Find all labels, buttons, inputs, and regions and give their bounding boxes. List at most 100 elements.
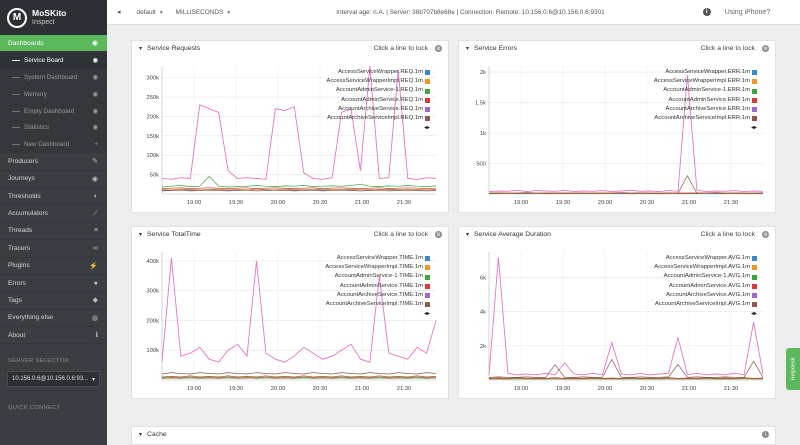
legend-paging-arrows[interactable]: ◂▸ xyxy=(423,125,430,132)
legend-paging-arrows[interactable]: ◂▸ xyxy=(750,125,757,132)
legend-item[interactable]: AccountArchiveService.ERR.1m xyxy=(654,105,757,114)
series-line[interactable] xyxy=(488,257,764,376)
legend-item[interactable]: AccountAdminService.AVG.1m xyxy=(654,282,757,291)
service-totaltime-panel: ▾ Service TotalTime Click a line to lock ⚙ 4… xyxy=(131,226,449,399)
series-line[interactable] xyxy=(161,372,437,375)
sidebar-nav: Dashboards ◉ Service Board ◉ System Dashboar… xyxy=(0,35,107,345)
legend-item[interactable]: AccessServiceWrapperImpl.ERR.1m xyxy=(654,77,757,86)
y-tick-label: 1.5k xyxy=(475,101,486,107)
legend-item[interactable]: AccountArchiveServiceImpl.ERR.1m xyxy=(654,114,757,123)
legend-paging-arrows[interactable]: ◂▸ xyxy=(750,311,757,318)
y-tick-label: 2k xyxy=(480,70,486,76)
series-line[interactable] xyxy=(488,358,764,378)
legend-item[interactable]: AccessServiceWrapperImpl.AVG.1m xyxy=(654,263,757,272)
server-selector[interactable]: 10.156.0.6@10.156.0.6:93... ▾ xyxy=(7,371,100,388)
sidebar-subitem-label: Empty Dashboard xyxy=(24,107,75,115)
legend-item[interactable]: AccountArchiveService.AVG.1m xyxy=(654,291,757,300)
series-line[interactable] xyxy=(488,75,764,193)
legend-item[interactable]: AccessServiceWrapper.TIME.1m xyxy=(325,254,430,263)
y-tick-label: 4k xyxy=(480,310,486,316)
legend-label: AccountArchiveService.ERR.1m xyxy=(665,105,750,112)
x-tick-label: 19:00 xyxy=(514,200,529,206)
sidebar-subitem-statistics[interactable]: Statistics ◉ xyxy=(0,119,107,137)
legend-item[interactable]: AccessServiceWrapper.REQ.1m xyxy=(327,68,430,77)
series-line[interactable] xyxy=(161,175,437,188)
chevron-down-icon[interactable]: ▾ xyxy=(139,46,143,52)
legend-item[interactable]: AccountAdminService-1.TIME.1m xyxy=(325,272,430,281)
gear-icon[interactable]: ⚙ xyxy=(762,45,769,52)
chevron-down-icon[interactable]: ▾ xyxy=(139,432,143,438)
legend-item[interactable]: AccountAdminService.TIME.1m xyxy=(325,282,430,291)
series-line[interactable] xyxy=(161,189,437,192)
sidebar-subitem-service-board[interactable]: Service Board ◉ xyxy=(0,52,107,70)
legend-item[interactable]: AccountArchiveServiceImpl.REQ.1m xyxy=(327,114,430,123)
legend-item[interactable]: AccountAdminService.ERR.1m xyxy=(654,96,757,105)
sidebar-subitem-empty-dashboard[interactable]: Empty Dashboard ◉ xyxy=(0,102,107,120)
sidebar-item-producers[interactable]: Producers ✎ xyxy=(0,153,107,171)
sidebar-item-tags[interactable]: Tags ◆ xyxy=(0,292,107,310)
x-tick-label: 21:00 xyxy=(682,386,697,392)
legend-item[interactable]: AccountArchiveServiceImpl.TIME.1m xyxy=(325,300,430,309)
y-tick-label: 250k xyxy=(146,95,159,101)
chevron-down-icon[interactable]: ▾ xyxy=(466,232,470,238)
brand[interactable]: M MoSKito Inspect xyxy=(0,0,107,35)
chart[interactable]: 400k 300k 200k 100k 19:00 19:30 20:00 20:30 21:0… xyxy=(132,242,448,398)
sidebar-item-plugins[interactable]: Plugins ⚡ xyxy=(0,258,107,275)
chevron-down-icon[interactable]: ▾ xyxy=(466,46,470,52)
chart[interactable]: 6k 4k 2k 19:00 19:30 20:00 20:30 21:00 21:30 xyxy=(459,242,775,398)
sidebar-item-tracers[interactable]: Tracers ∞ xyxy=(0,240,107,258)
legend-swatch xyxy=(752,79,757,85)
legend-label: AccessServiceWrapper.AVG.1m xyxy=(665,255,750,261)
series-line[interactable] xyxy=(161,257,437,363)
sidebar-item-everything-else[interactable]: Everything else ◍ xyxy=(0,310,107,328)
legend-item[interactable]: AccountArchiveService.REQ.1m xyxy=(327,105,430,114)
series-line[interactable] xyxy=(488,174,764,194)
legend-item[interactable]: AccountArchiveService.TIME.1m xyxy=(325,291,430,300)
series-line[interactable] xyxy=(161,376,437,378)
gear-icon[interactable]: ⚙ xyxy=(762,231,769,238)
gear-icon[interactable]: ⚙ xyxy=(435,231,442,238)
x-tick-label: 21:30 xyxy=(724,200,739,206)
interval-selector[interactable]: default ▼ xyxy=(137,9,164,16)
sidebar-item-thresholds[interactable]: Thresholds ◐ xyxy=(0,188,107,206)
unit-selector[interactable]: MILLISECONDS ▼ xyxy=(176,9,232,16)
sidebar-item-about[interactable]: About ℹ xyxy=(0,327,107,345)
sidebar-item-dashboards[interactable]: Dashboards ◉ xyxy=(0,35,107,53)
collapse-sidebar-icon[interactable]: ◂ xyxy=(117,9,121,16)
chevron-down-icon[interactable]: ▾ xyxy=(139,232,143,238)
dashboard-icon: ◉ xyxy=(92,90,99,98)
y-tick-label: 500 xyxy=(476,162,486,168)
info-icon[interactable]: i xyxy=(702,8,711,16)
legend-item[interactable]: AccessServiceWrapper.AVG.1m xyxy=(654,254,757,263)
legend-swatch xyxy=(425,274,430,280)
chart[interactable]: 300k 250k 200k 150k 100k 50k 19:00 19:30 20:00 20… xyxy=(132,56,448,212)
sidebar-item-journeys[interactable]: Journeys ◉ xyxy=(0,171,107,188)
sidebar-subitem-new-dashboard[interactable]: New Dashboard + xyxy=(0,136,107,154)
series-line[interactable] xyxy=(161,375,437,378)
legend-item[interactable]: AccountArchiveServiceImpl.AVG.1m xyxy=(654,300,757,309)
info-icon[interactable]: i xyxy=(762,431,769,438)
helpdesk-button[interactable]: Helpdesk xyxy=(786,348,800,390)
lock-hint: Click a line to lock xyxy=(700,45,755,52)
legend-item[interactable]: AccountAdminService-1.AVG.1m xyxy=(654,272,757,281)
gear-icon[interactable]: ⚙ xyxy=(435,45,442,52)
series-line[interactable] xyxy=(161,377,437,379)
legend-item[interactable]: AccessServiceWrapperImpl.REQ.1m xyxy=(327,77,430,86)
sidebar-subitem-system-dashboard[interactable]: System Dashboard ◉ xyxy=(0,69,107,86)
legend-item[interactable]: AccessServiceWrapper.ERR.1m xyxy=(654,68,757,77)
legend-paging-arrows[interactable]: ◂▸ xyxy=(423,311,430,318)
sidebar-item-threads[interactable]: Threads ≡ xyxy=(0,223,107,241)
series-line[interactable] xyxy=(488,377,764,379)
legend-item[interactable]: AccessServiceWrapperImpl.TIME.1m xyxy=(325,263,430,272)
series-line[interactable] xyxy=(161,187,437,189)
legend-item[interactable]: AccountAdminService-1.ERR.1m xyxy=(654,86,757,95)
chart[interactable]: 2k 1.5k 1k 500 19:00 19:30 20:00 20:30 21:00 21:3… xyxy=(459,56,775,212)
sidebar-item-accumulators[interactable]: Accumulators ⟋ xyxy=(0,205,107,223)
using-iphone-link[interactable]: Using iPhone? xyxy=(724,8,771,16)
series-line[interactable] xyxy=(161,188,437,191)
sidebar-item-errors[interactable]: Errors ● xyxy=(0,275,107,293)
series-line[interactable] xyxy=(161,65,437,180)
legend-item[interactable]: AccountAdminService-1.REQ.1m xyxy=(327,86,430,95)
sidebar-subitem-memory[interactable]: Memory ◉ xyxy=(0,85,107,103)
legend-item[interactable]: AccountAdminService.REQ.1m xyxy=(327,96,430,105)
